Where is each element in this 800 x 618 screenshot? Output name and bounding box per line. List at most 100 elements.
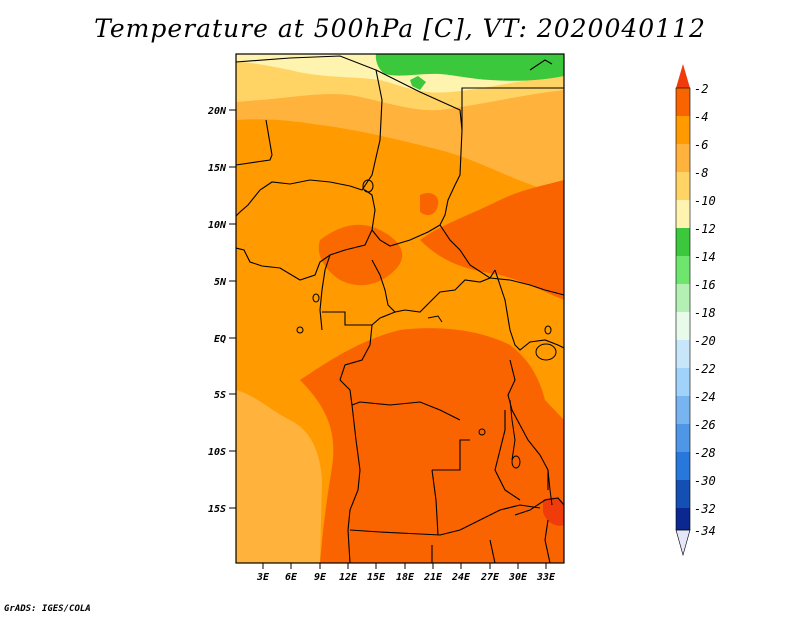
cb-seg-m12-m14 (676, 228, 690, 256)
lat-label-20n: 20N (207, 106, 227, 117)
lat-label-5n: 5N (214, 277, 227, 288)
lake-small-4 (478, 428, 486, 436)
lake-small-3 (427, 315, 443, 323)
map-frame (235, 53, 565, 564)
lake-victoria (535, 343, 557, 361)
lon-label-21e: 21E (423, 572, 443, 583)
cb-label-m14: -14 (694, 250, 716, 264)
cb-seg-m26-m28 (676, 424, 690, 452)
lake-small-2 (296, 326, 304, 334)
region-minus2-south (300, 328, 564, 563)
border-gabon-congo (322, 311, 396, 326)
border-niger (236, 55, 383, 217)
cb-seg-m2-m4 (676, 88, 690, 116)
border-malawi (544, 519, 551, 563)
cb-seg-m24-m26 (676, 396, 690, 424)
cb-label-m16: -16 (694, 278, 716, 292)
lake-tanganyika (509, 399, 516, 461)
region-minus2-small (420, 193, 439, 216)
border-namibia-zambia (349, 504, 541, 536)
lon-label-12e: 12E (339, 572, 358, 583)
lake-small-1 (312, 293, 320, 303)
patch-west (236, 290, 256, 362)
lake-mweru (511, 455, 521, 469)
cb-seg-m32-m34 (676, 508, 690, 530)
cb-label-m8: -8 (694, 166, 708, 180)
map-title: Temperature at 500hPa [C], VT: 202004011… (94, 14, 706, 43)
cb-seg-m22-m24 (676, 368, 690, 396)
lat-label-15n: 15N (208, 163, 227, 174)
border-zambia-moz (514, 497, 564, 516)
lat-label-15s: 15S (208, 504, 226, 515)
band-minus12-green (375, 54, 564, 81)
border-zimbabwe (489, 539, 496, 563)
cb-label-m22: -22 (694, 362, 716, 376)
cb-label-m24: -24 (694, 390, 716, 404)
cb-label-m10: -10 (694, 194, 716, 208)
lake-malawi (547, 469, 553, 506)
region-warmest (543, 497, 564, 526)
lon-label-27e: 27E (480, 572, 500, 583)
colorbar: -2 -4 -6 -8 -10 -12 -14 -16 -18 -20 -22 … (675, 64, 716, 557)
lon-label-6e: 6E (285, 572, 298, 583)
lat-label-10n: 10N (208, 220, 227, 231)
cb-label-m12: -12 (694, 222, 716, 236)
lon-label-24e: 24E (451, 572, 471, 583)
cb-seg-m6-m8 (676, 144, 690, 172)
cb-label-m26: -26 (694, 418, 716, 432)
cb-arrow-bottom (675, 529, 691, 557)
lat-label-10s: 10S (208, 447, 226, 458)
region-minus2-central (318, 224, 403, 286)
border-south-sudan (459, 249, 564, 296)
lon-label-9e: 9E (314, 572, 327, 583)
lon-label-30e: 30E (508, 572, 528, 583)
lon-label-18e: 18E (396, 572, 415, 583)
border-nigeria (236, 189, 376, 281)
border-uganda (494, 269, 564, 351)
border-angola-west (347, 404, 361, 563)
cb-arrow-top (676, 64, 690, 88)
lon-label-15e: 15E (367, 572, 386, 583)
cb-seg-m4-m6 (676, 116, 690, 144)
border-chad-sudan (375, 69, 463, 251)
cb-label-m4: -4 (694, 110, 708, 124)
cb-seg-m14-m16 (676, 256, 690, 284)
border-drc-angola (339, 379, 461, 421)
cb-seg-m18-m20 (676, 312, 690, 340)
cb-outline (675, 87, 691, 531)
latitude-axis: 20N 15N 10N 5N EQ 5S 10S 15S (207, 106, 236, 515)
lat-label-eq: EQ (214, 334, 226, 345)
cb-seg-m20-m22 (676, 340, 690, 368)
lat-label-5s: 5S (214, 390, 226, 401)
border-egypt (461, 87, 564, 130)
grads-credit: GrADS: IGES/COLA (4, 604, 91, 614)
lakes (296, 179, 557, 506)
border-cameroon (319, 254, 331, 331)
cb-label-m18: -18 (694, 306, 716, 320)
lon-label-3e: 3E (256, 572, 270, 583)
patch-minus4-mid (468, 288, 506, 323)
cb-seg-m30-m32 (676, 480, 690, 508)
border-drc-east (494, 410, 521, 501)
cb-seg-m10-m12 (676, 200, 690, 228)
border-sinai (529, 59, 553, 71)
longitude-axis: 3E 6E 9E 12E 15E 18E 21E 24E 27E 30E 33E (256, 563, 556, 583)
border-tanzania-west (507, 359, 549, 490)
country-borders (236, 55, 564, 563)
border-angola-east (432, 439, 470, 471)
cb-label-m30: -30 (694, 474, 716, 488)
lake-chad (362, 179, 374, 193)
border-car (371, 259, 496, 313)
cb-label-m32: -32 (694, 502, 716, 516)
band-minus6-southwest (236, 390, 322, 563)
border-congo (339, 324, 373, 381)
cb-label-m6: -6 (694, 138, 708, 152)
temperature-field (236, 54, 564, 563)
cb-seg-m28-m30 (676, 452, 690, 480)
region-minus2-east (420, 180, 564, 300)
cb-seg-m8-m10 (676, 172, 690, 200)
border-chad-car (371, 224, 441, 247)
cb-label-m20: -20 (694, 334, 716, 348)
cb-label-m34: -34 (694, 524, 716, 538)
